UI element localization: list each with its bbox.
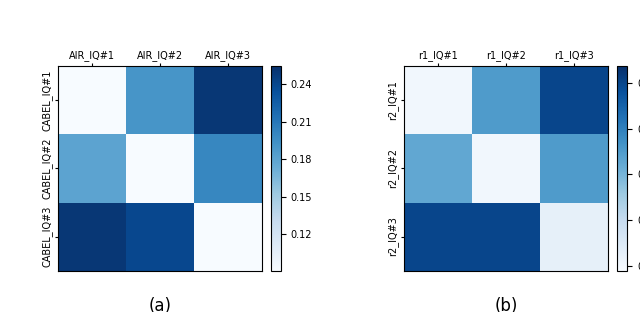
Text: (b): (b) <box>494 297 518 312</box>
Text: (a): (a) <box>148 297 171 312</box>
